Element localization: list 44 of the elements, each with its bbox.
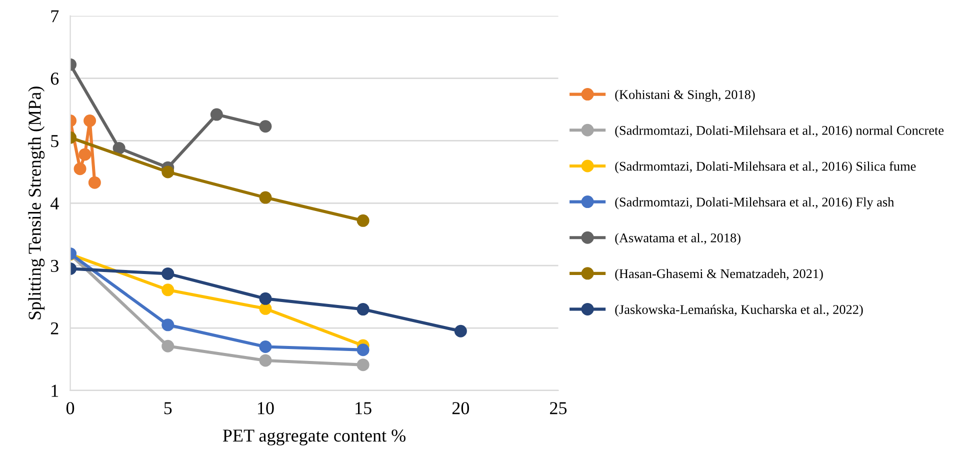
point xyxy=(112,142,126,154)
legend-label: (Jaskowska-Lemańska, Kucharska et al., 2022) xyxy=(615,304,863,317)
point xyxy=(162,284,174,296)
point xyxy=(162,166,174,178)
point xyxy=(259,292,272,305)
y-tick-label: 7 xyxy=(51,10,59,22)
point xyxy=(356,214,370,227)
point xyxy=(74,162,86,176)
point xyxy=(84,114,96,128)
point xyxy=(88,176,101,189)
x-tick-label: 10 xyxy=(258,402,274,414)
point xyxy=(356,303,370,316)
point xyxy=(162,267,174,280)
x-tick-label: 0 xyxy=(66,402,74,414)
x-axis-title: PET aggregate content % xyxy=(222,430,406,446)
point xyxy=(356,344,370,356)
x-tick-label: 20 xyxy=(452,402,470,414)
y-tick-label: 1 xyxy=(52,384,58,397)
legend-label: (Sadrmomtazi, Dolati-Milehsara et al., 2016) normal Concrete xyxy=(615,126,944,138)
y-tick-label: 2 xyxy=(50,322,58,334)
legend-label: (Hasan-Ghasemi & Nematzadeh, 2021) xyxy=(615,268,823,281)
y-tick-label: 3 xyxy=(50,260,58,272)
legend-label: (Aswatama et al., 2018) xyxy=(615,233,740,246)
point xyxy=(259,340,272,353)
point xyxy=(78,148,92,161)
legend-label: (Sadrmomtazi, Dolati-Milehsara et al., 2016) Silica fume xyxy=(615,161,916,174)
y-tick-label: 6 xyxy=(50,72,59,85)
x-tick-label: 15 xyxy=(356,402,372,414)
point xyxy=(162,340,174,352)
point xyxy=(356,358,370,372)
point xyxy=(259,120,272,133)
point xyxy=(210,108,223,121)
x-tick-label: 25 xyxy=(550,402,567,414)
point xyxy=(162,318,174,332)
x-tick-label: 5 xyxy=(164,402,172,414)
point xyxy=(259,354,272,367)
point xyxy=(259,302,272,315)
legend-label: (Sadrmomtazi, Dolati-Milehsara et al., 2016) Fly ash xyxy=(615,197,894,210)
legend-label: (Kohistani & Singh, 2018) xyxy=(615,90,755,102)
point xyxy=(259,191,272,204)
y-axis-title: Splitting Tensile Strength (MPa) xyxy=(28,86,45,320)
point xyxy=(454,324,467,338)
y-tick-label: 5 xyxy=(51,135,58,148)
y-tick-label: 4 xyxy=(50,198,59,210)
